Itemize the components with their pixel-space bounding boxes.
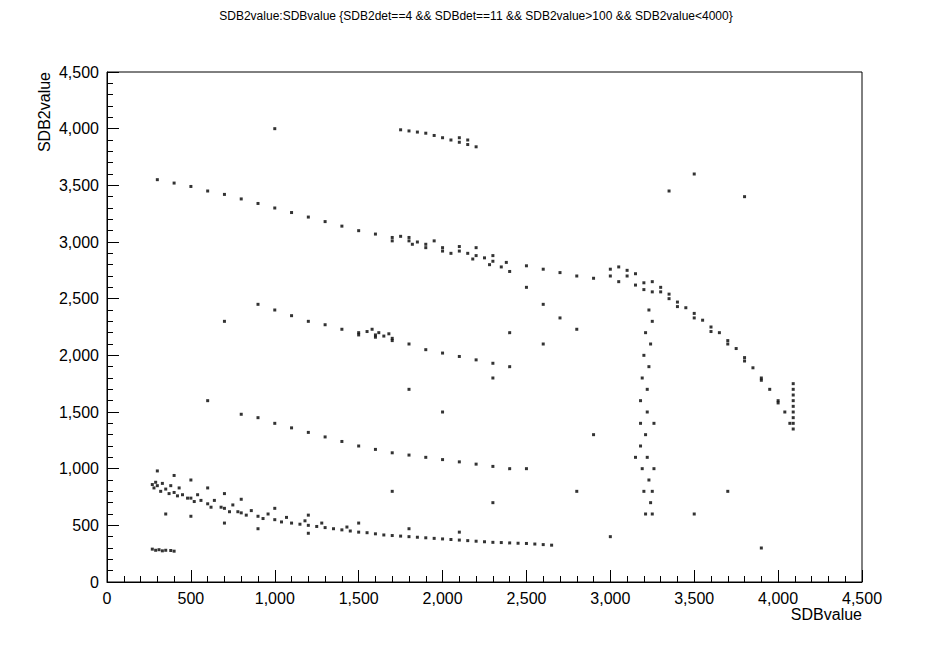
svg-text:SDB2value: SDB2value (36, 72, 53, 152)
svg-text:3,000: 3,000 (59, 234, 99, 251)
svg-text:4,500: 4,500 (842, 590, 882, 607)
svg-text:500: 500 (178, 590, 205, 607)
svg-text:3,500: 3,500 (674, 590, 714, 607)
svg-text:1,500: 1,500 (339, 590, 379, 607)
svg-text:0: 0 (90, 574, 99, 591)
svg-text:1,000: 1,000 (59, 460, 99, 477)
svg-text:2,500: 2,500 (59, 290, 99, 307)
svg-text:4,500: 4,500 (59, 64, 99, 81)
svg-text:SDB2value:SDBvalue {SDB2det==4: SDB2value:SDBvalue {SDB2det==4 && SDBdet… (219, 9, 732, 23)
svg-text:3,000: 3,000 (590, 590, 630, 607)
svg-text:2,500: 2,500 (506, 590, 546, 607)
svg-text:2,000: 2,000 (423, 590, 463, 607)
svg-text:1,000: 1,000 (255, 590, 295, 607)
svg-text:4,000: 4,000 (59, 120, 99, 137)
svg-text:500: 500 (72, 517, 99, 534)
svg-text:2,000: 2,000 (59, 347, 99, 364)
svg-text:1,500: 1,500 (59, 404, 99, 421)
svg-text:3,500: 3,500 (59, 177, 99, 194)
svg-text:4,000: 4,000 (758, 590, 798, 607)
svg-text:SDBvalue: SDBvalue (791, 606, 862, 623)
svg-text:0: 0 (103, 590, 112, 607)
